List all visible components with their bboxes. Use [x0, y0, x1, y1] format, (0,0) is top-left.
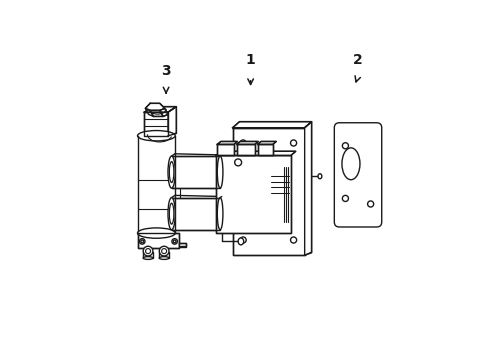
Ellipse shape: [143, 257, 153, 260]
Polygon shape: [144, 112, 168, 136]
Ellipse shape: [159, 246, 169, 256]
Ellipse shape: [139, 239, 145, 244]
Polygon shape: [236, 141, 258, 144]
Ellipse shape: [240, 140, 245, 146]
Polygon shape: [257, 141, 276, 144]
Ellipse shape: [172, 239, 177, 244]
Polygon shape: [168, 107, 176, 136]
Polygon shape: [145, 103, 164, 110]
Polygon shape: [304, 122, 311, 255]
Ellipse shape: [145, 249, 150, 253]
Ellipse shape: [342, 195, 348, 202]
FancyBboxPatch shape: [334, 123, 381, 227]
Polygon shape: [137, 233, 179, 248]
Ellipse shape: [137, 131, 175, 141]
Ellipse shape: [240, 237, 245, 243]
Polygon shape: [179, 243, 186, 246]
Polygon shape: [145, 108, 153, 116]
Ellipse shape: [217, 156, 223, 188]
Polygon shape: [217, 141, 237, 144]
Ellipse shape: [169, 162, 174, 183]
Polygon shape: [216, 151, 295, 156]
Ellipse shape: [290, 237, 296, 243]
Ellipse shape: [342, 143, 348, 149]
Polygon shape: [232, 128, 304, 255]
Ellipse shape: [169, 203, 174, 224]
Polygon shape: [171, 198, 220, 230]
Text: 2: 2: [352, 53, 362, 67]
Text: 3: 3: [161, 64, 170, 78]
Ellipse shape: [367, 201, 373, 207]
Ellipse shape: [162, 249, 166, 253]
Polygon shape: [217, 144, 233, 156]
Ellipse shape: [141, 240, 143, 243]
Polygon shape: [216, 156, 290, 233]
Ellipse shape: [143, 246, 153, 256]
Ellipse shape: [137, 228, 175, 238]
Ellipse shape: [290, 140, 296, 146]
Polygon shape: [232, 122, 311, 128]
Polygon shape: [150, 110, 163, 116]
Polygon shape: [144, 107, 176, 112]
Ellipse shape: [238, 238, 243, 245]
Polygon shape: [171, 156, 220, 188]
Ellipse shape: [317, 174, 321, 179]
Text: 1: 1: [245, 53, 255, 67]
Polygon shape: [236, 144, 254, 156]
Polygon shape: [160, 108, 168, 116]
Ellipse shape: [168, 198, 175, 230]
Ellipse shape: [234, 159, 241, 166]
Ellipse shape: [341, 148, 359, 180]
Ellipse shape: [159, 257, 169, 260]
Polygon shape: [257, 144, 272, 156]
Ellipse shape: [173, 240, 176, 243]
Ellipse shape: [168, 156, 175, 188]
Ellipse shape: [217, 198, 223, 230]
